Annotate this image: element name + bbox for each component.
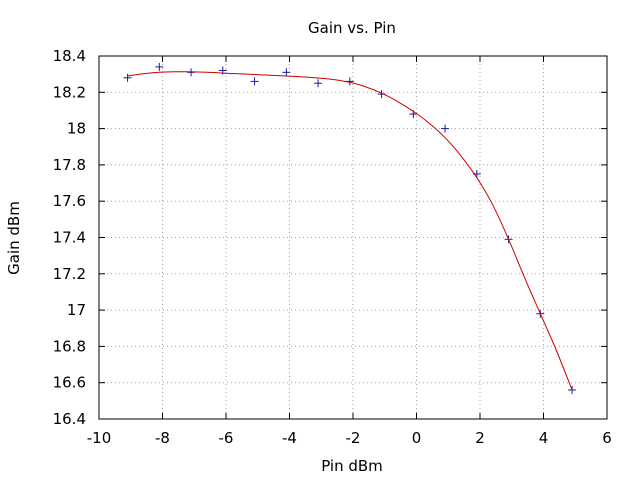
y-axis-label: Gain dBm bbox=[5, 201, 23, 275]
data-point bbox=[123, 73, 132, 82]
x-axis-label: Pin dBm bbox=[321, 457, 383, 475]
data-point bbox=[250, 77, 259, 86]
x-tick-label: 4 bbox=[539, 429, 549, 447]
ticks: -10 -8 -6 -4 -2 0 2 4 6 16.4 16.6 16.8 17 17.2 17.4 17.… bbox=[53, 47, 612, 447]
y-tick-label: 17 bbox=[67, 301, 86, 319]
grid bbox=[99, 56, 607, 419]
fit-curve-line bbox=[127, 71, 573, 391]
x-tick-label: 6 bbox=[602, 429, 612, 447]
y-tick-label: 18.4 bbox=[53, 47, 86, 65]
y-tick-label: 17.6 bbox=[53, 192, 86, 210]
x-tick-label: 0 bbox=[412, 429, 422, 447]
data-point bbox=[282, 68, 291, 77]
data-point bbox=[441, 124, 450, 133]
y-tick-label: 18 bbox=[67, 120, 86, 138]
x-tick-label: 2 bbox=[475, 429, 485, 447]
y-tick-label: 17.4 bbox=[53, 229, 86, 247]
y-tick-label: 17.2 bbox=[53, 265, 86, 283]
y-tick-label: 16.6 bbox=[53, 374, 86, 392]
data-point bbox=[155, 62, 164, 71]
y-tick-label: 16.4 bbox=[53, 410, 86, 428]
series bbox=[123, 62, 577, 394]
x-tick-label: -2 bbox=[346, 429, 361, 447]
y-tick-label: 18.2 bbox=[53, 83, 86, 101]
chart-title: Gain vs. Pin bbox=[308, 19, 396, 37]
y-tick-label: 16.8 bbox=[53, 337, 86, 355]
x-tick-label: -10 bbox=[87, 429, 112, 447]
x-tick-label: -4 bbox=[282, 429, 297, 447]
y-tick-label: 17.8 bbox=[53, 156, 86, 174]
data-point bbox=[314, 79, 323, 88]
x-tick-label: -8 bbox=[155, 429, 170, 447]
x-tick-label: -6 bbox=[219, 429, 234, 447]
